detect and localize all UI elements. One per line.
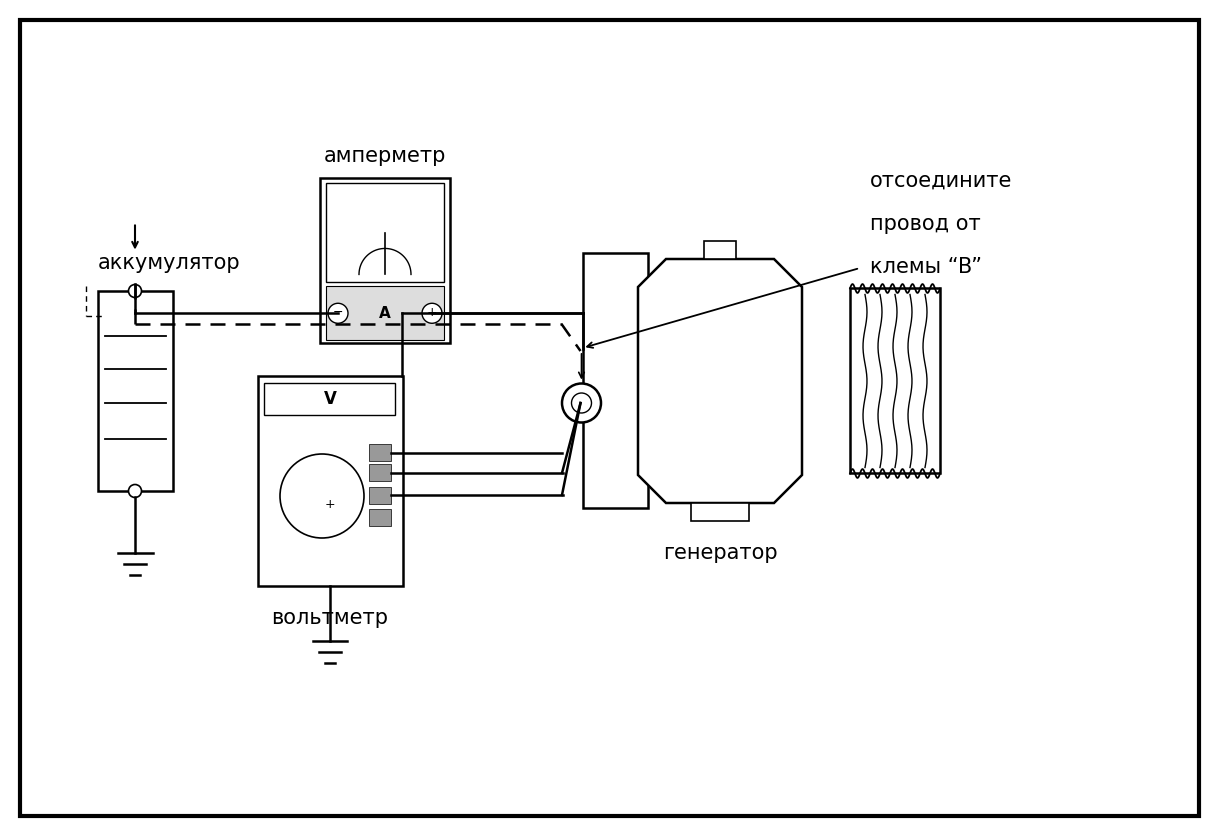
- Text: −: −: [333, 306, 344, 319]
- Text: +: +: [324, 498, 335, 512]
- Text: генератор: генератор: [663, 543, 778, 563]
- Bar: [369, 445, 391, 461]
- Polygon shape: [638, 259, 802, 503]
- Text: V: V: [323, 390, 336, 408]
- Bar: [265, 383, 395, 415]
- Text: клемы “B”: клемы “B”: [870, 257, 983, 277]
- Bar: [98, 291, 173, 491]
- Text: аккумулятор: аккумулятор: [98, 253, 240, 273]
- Bar: [257, 376, 402, 586]
- Bar: [369, 508, 391, 526]
- Circle shape: [562, 384, 601, 422]
- Circle shape: [280, 454, 364, 538]
- Circle shape: [572, 393, 591, 413]
- Bar: [325, 183, 444, 283]
- Bar: [705, 241, 736, 259]
- Circle shape: [128, 284, 141, 298]
- Text: A: A: [379, 306, 391, 321]
- Bar: [321, 179, 450, 344]
- Bar: [325, 286, 444, 340]
- Text: амперметр: амперметр: [324, 146, 446, 166]
- Bar: [850, 288, 940, 473]
- Text: провод от: провод от: [870, 214, 981, 234]
- Text: +: +: [427, 306, 438, 319]
- Bar: [369, 487, 391, 503]
- Circle shape: [128, 485, 141, 497]
- Circle shape: [422, 303, 442, 324]
- Text: отсоедините: отсоедините: [870, 171, 1012, 191]
- Bar: [369, 465, 391, 482]
- Bar: [583, 253, 647, 508]
- Text: вольтметр: вольтметр: [272, 608, 389, 628]
- Bar: [691, 503, 748, 521]
- Circle shape: [328, 303, 347, 324]
